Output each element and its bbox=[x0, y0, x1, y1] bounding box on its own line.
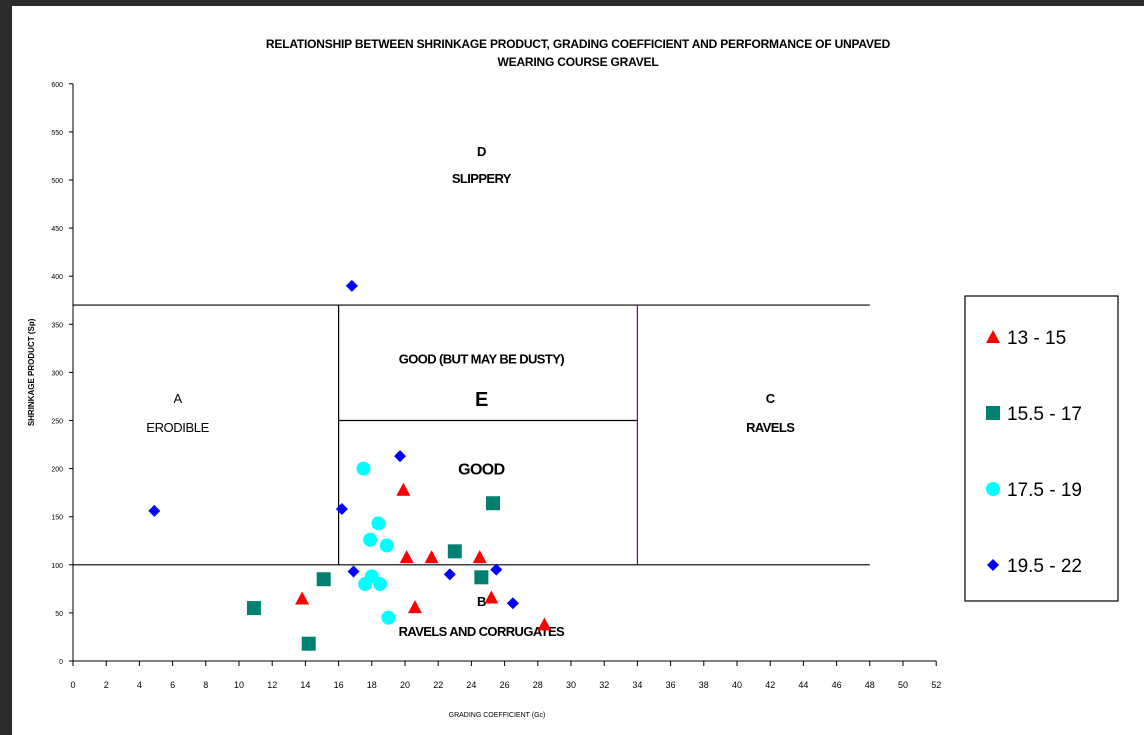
region-label-good: GOOD bbox=[458, 461, 505, 478]
y-tick-label: 550 bbox=[51, 130, 63, 137]
region-label-b: B bbox=[477, 594, 486, 609]
y-tick-label: 200 bbox=[51, 467, 63, 474]
x-tick-label: 30 bbox=[566, 680, 576, 690]
x-tick-label: 22 bbox=[433, 680, 443, 690]
chart-title-line-2: WEARING COURSE GRAVEL bbox=[497, 55, 659, 69]
region-label-d: D bbox=[477, 144, 486, 159]
x-tick-label: 50 bbox=[898, 680, 908, 690]
y-tick-label: 0 bbox=[59, 659, 63, 666]
region-label-e: E bbox=[475, 389, 488, 411]
data-point-square bbox=[447, 544, 462, 559]
legend-entry-label: 15.5 - 17 bbox=[1007, 404, 1082, 425]
x-tick-label: 40 bbox=[732, 680, 742, 690]
x-tick-label: 32 bbox=[599, 680, 609, 690]
data-point-triangle bbox=[396, 482, 411, 496]
x-tick-label: 18 bbox=[367, 680, 377, 690]
region-label-ravels-and-corrugates: RAVELS AND CORRUGATES bbox=[399, 624, 565, 639]
data-point-diamond bbox=[335, 503, 348, 516]
data-point-triangle bbox=[537, 617, 552, 631]
data-point-square bbox=[301, 636, 316, 651]
y-tick-label: 500 bbox=[51, 178, 63, 185]
x-tick-label: 48 bbox=[865, 680, 875, 690]
legend-marker-triangle bbox=[986, 330, 1000, 343]
data-point-square bbox=[474, 570, 489, 585]
data-point-triangle bbox=[472, 550, 487, 564]
chart-frame: RELATIONSHIP BETWEEN SHRINKAGE PRODUCT, … bbox=[12, 6, 1144, 735]
x-tick-label: 6 bbox=[170, 680, 175, 690]
y-axis-label: SHRINKAGE PRODUCT (Sp) bbox=[27, 318, 36, 426]
x-tick-label: 52 bbox=[931, 680, 941, 690]
region-label-erodible: ERODIBLE bbox=[146, 420, 209, 435]
data-point-diamond bbox=[506, 597, 519, 610]
legend-entry-label: 13 - 15 bbox=[1007, 328, 1066, 349]
data-point-circle bbox=[373, 577, 388, 592]
data-point-triangle bbox=[399, 550, 414, 564]
y-tick-label: 400 bbox=[51, 274, 63, 281]
x-tick-label: 42 bbox=[765, 680, 775, 690]
legend-marker-square bbox=[986, 406, 1000, 420]
x-tick-label: 44 bbox=[798, 680, 808, 690]
chart-title-line-1: RELATIONSHIP BETWEEN SHRINKAGE PRODUCT, … bbox=[265, 37, 891, 51]
data-point-circle bbox=[379, 538, 394, 553]
y-tick-label: 150 bbox=[51, 515, 63, 522]
x-tick-label: 16 bbox=[334, 680, 344, 690]
y-tick-label: 50 bbox=[55, 611, 63, 618]
x-tick-label: 24 bbox=[466, 680, 476, 690]
x-tick-label: 26 bbox=[500, 680, 510, 690]
x-tick-label: 14 bbox=[300, 680, 310, 690]
legend-entry-label: 17.5 - 19 bbox=[1007, 480, 1082, 501]
data-point-diamond bbox=[394, 450, 407, 463]
data-point-circle bbox=[356, 461, 371, 476]
data-point-diamond bbox=[345, 279, 358, 292]
data-point-diamond bbox=[347, 565, 360, 578]
data-point-square bbox=[485, 496, 500, 511]
data-point-diamond bbox=[443, 568, 456, 581]
data-point-triangle bbox=[407, 600, 422, 614]
data-point-triangle bbox=[424, 550, 439, 564]
region-label-slippery: SLIPPERY bbox=[452, 171, 512, 186]
data-point-square bbox=[246, 601, 261, 616]
data-point-circle bbox=[381, 610, 396, 625]
x-tick-label: 0 bbox=[70, 680, 75, 690]
data-point-triangle bbox=[484, 590, 499, 604]
region-label-a: A bbox=[173, 391, 182, 406]
x-tick-label: 28 bbox=[533, 680, 543, 690]
legend-entry-label: 19.5 - 22 bbox=[1007, 556, 1082, 577]
legend-marker-diamond bbox=[987, 559, 999, 571]
chart-svg: 0 2 4 6 8 10 12 14 16 18 20 22 24 26 28 30 32 34 36 38 40 42 4… bbox=[27, 82, 1119, 719]
x-tick-label: 10 bbox=[234, 680, 244, 690]
region-label-ravels: RAVELS bbox=[746, 420, 795, 435]
x-tick-label: 2 bbox=[104, 680, 109, 690]
x-tick-label: 34 bbox=[632, 680, 642, 690]
x-tick-label: 4 bbox=[137, 680, 142, 690]
data-point-diamond bbox=[148, 504, 161, 517]
x-tick-label: 20 bbox=[400, 680, 410, 690]
y-tick-label: 100 bbox=[51, 563, 63, 570]
data-point-circle bbox=[371, 516, 386, 531]
region-label-good-but-may-be-dusty: GOOD (BUT MAY BE DUSTY) bbox=[399, 352, 565, 367]
data-point-circle bbox=[363, 532, 378, 547]
y-tick-label: 350 bbox=[51, 322, 63, 329]
y-tick-label: 600 bbox=[51, 82, 63, 89]
x-axis-label: GRADING COEFFICIENT (Gc) bbox=[449, 712, 546, 719]
x-tick-label: 46 bbox=[832, 680, 842, 690]
x-tick-label: 12 bbox=[267, 680, 277, 690]
data-point-square bbox=[316, 572, 331, 587]
y-tick-label: 300 bbox=[51, 370, 63, 377]
legend-marker-circle bbox=[986, 482, 1000, 496]
x-tick-label: 38 bbox=[699, 680, 709, 690]
data-point-triangle bbox=[295, 591, 310, 605]
region-label-c: C bbox=[766, 391, 776, 406]
legend-box bbox=[964, 295, 1119, 602]
y-tick-label: 450 bbox=[51, 226, 63, 233]
x-tick-label: 36 bbox=[666, 680, 676, 690]
y-tick-label: 250 bbox=[51, 419, 63, 426]
x-tick-label: 8 bbox=[203, 680, 208, 690]
data-point-diamond bbox=[490, 563, 503, 576]
